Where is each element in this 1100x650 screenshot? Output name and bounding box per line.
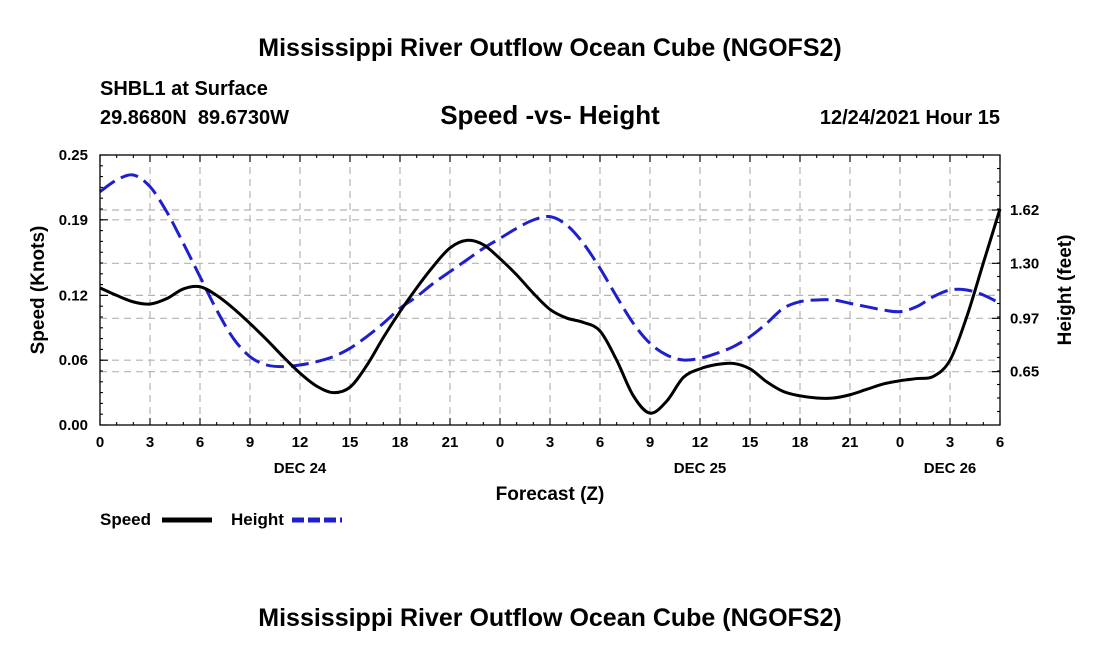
x-tick-label: 0 bbox=[896, 434, 904, 451]
x-tick-label: 9 bbox=[246, 434, 254, 451]
left-y-tick-label: 0.06 bbox=[59, 352, 88, 369]
x-tick-label: 12 bbox=[692, 434, 709, 451]
x-tick-label: 18 bbox=[392, 434, 409, 451]
date-label: DEC 25 bbox=[674, 460, 727, 477]
x-tick-label: 6 bbox=[996, 434, 1004, 451]
chart-title: Mississippi River Outflow Ocean Cube (NG… bbox=[258, 34, 841, 62]
x-tick-label: 12 bbox=[292, 434, 309, 451]
x-tick-label: 21 bbox=[842, 434, 859, 451]
series-line-height bbox=[99, 173, 1001, 369]
x-tick-label: 15 bbox=[342, 434, 359, 451]
x-tick-label: 3 bbox=[946, 434, 954, 451]
station-label: SHBL1 at Surface bbox=[100, 78, 268, 100]
legend-label-height: Height bbox=[231, 510, 284, 529]
date-label: DEC 26 bbox=[924, 460, 977, 477]
left-y-tick-label: 0.19 bbox=[59, 212, 88, 229]
x-tick-label: 6 bbox=[196, 434, 204, 451]
right-y-tick-label: 0.65 bbox=[1010, 364, 1039, 381]
x-tick-label: 3 bbox=[146, 434, 154, 451]
x-tick-label: 0 bbox=[96, 434, 104, 451]
left-y-tick-label: 0.12 bbox=[59, 287, 88, 304]
location-label: 29.8680N 89.6730W bbox=[100, 107, 289, 129]
x-tick-label: 9 bbox=[646, 434, 654, 451]
x-tick-label: 6 bbox=[596, 434, 604, 451]
right-y-tick-label: 0.97 bbox=[1010, 310, 1039, 327]
legend: Speed Height bbox=[100, 510, 342, 529]
x-axis-label: Forecast (Z) bbox=[496, 484, 605, 505]
series-line-speed bbox=[99, 208, 1002, 415]
x-tick-label: 0 bbox=[496, 434, 504, 451]
right-y-tick-label: 1.30 bbox=[1010, 255, 1039, 272]
datetime-label: 12/24/2021 Hour 15 bbox=[820, 107, 1000, 129]
x-tick-label: 15 bbox=[742, 434, 759, 451]
chart-subtitle: Speed -vs- Height bbox=[440, 100, 660, 130]
left-y-tick-label: 0.25 bbox=[59, 147, 88, 164]
x-tick-label: 21 bbox=[442, 434, 459, 451]
x-tick-label: 3 bbox=[546, 434, 554, 451]
left-y-tick-label: 0.00 bbox=[59, 417, 88, 434]
grid bbox=[100, 155, 1000, 425]
legend-label-speed: Speed bbox=[100, 510, 151, 529]
footer-title: Mississippi River Outflow Ocean Cube (NG… bbox=[258, 604, 841, 632]
series-group bbox=[99, 173, 1002, 415]
right-y-tick-label: 1.62 bbox=[1010, 202, 1039, 219]
axis-ticks bbox=[99, 154, 1001, 426]
right-y-axis-label: Height (feet) bbox=[1055, 235, 1076, 346]
tick-labels: 0 3 6 9 12 15 18 21 0 3 6 9 12 15 18 21 0 3 6 DEC 24 DEC 25 D… bbox=[59, 147, 1039, 477]
date-label: DEC 24 bbox=[274, 460, 327, 477]
x-tick-label: 18 bbox=[792, 434, 809, 451]
left-y-axis-label: Speed (Knots) bbox=[28, 226, 49, 355]
